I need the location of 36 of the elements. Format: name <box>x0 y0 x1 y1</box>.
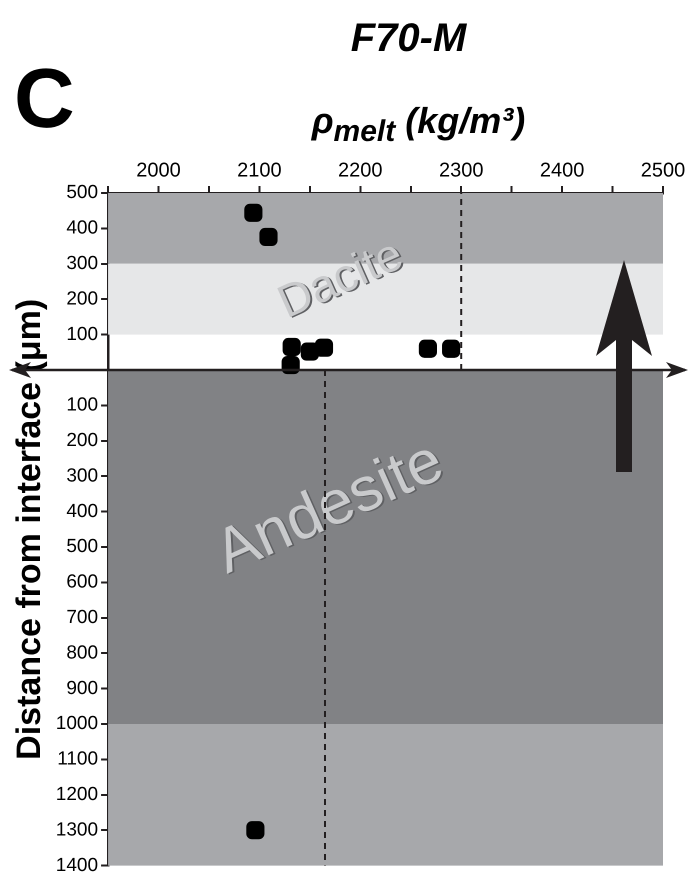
y-tick-label: 600 <box>66 572 98 593</box>
y-tick-label: 300 <box>66 465 98 486</box>
x-tick-label: 2400 <box>540 160 584 182</box>
point <box>259 228 278 246</box>
y-tick-label: 900 <box>66 678 98 699</box>
text: C <box>14 51 75 145</box>
point <box>418 340 437 358</box>
y-tick-label: 700 <box>66 607 98 628</box>
annotation: Dacite <box>272 228 412 328</box>
y-tick-label: 200 <box>66 288 98 310</box>
x-tick-label: 2500 <box>640 160 686 182</box>
x-axis-title: ρ$_{melt}$ (kg/m³) <box>312 100 526 148</box>
y-tick-label: 1300 <box>56 819 98 840</box>
x-tick-label: 2200 <box>338 160 383 182</box>
y-tick-label: 800 <box>66 642 98 664</box>
point <box>282 338 301 356</box>
y-tick-label: 1100 <box>57 748 98 770</box>
y-tick-label: 1000 <box>56 713 98 734</box>
y-tick-label: 400 <box>66 500 98 522</box>
y-tick-label: 1200 <box>56 784 98 806</box>
y-tick-label: 100 <box>66 324 98 345</box>
point <box>314 338 334 357</box>
point <box>244 204 262 222</box>
x-tick-label: 2100 <box>237 160 282 182</box>
y-tick-label: 1400 <box>56 854 98 876</box>
point <box>246 821 264 840</box>
point <box>442 340 460 358</box>
x-tick-label: 2000 <box>136 160 181 182</box>
y-tick-label: 100 <box>66 394 98 416</box>
y-tick-label: 500 <box>66 536 98 558</box>
y-tick-label: 400 <box>66 218 98 239</box>
chart-title: F70-M <box>350 16 466 60</box>
x-tick-label: 2300 <box>438 160 484 182</box>
y-tick-label: 200 <box>66 430 98 452</box>
y-tick-label: 500 <box>66 182 98 204</box>
y-tick-label: 300 <box>66 253 98 274</box>
